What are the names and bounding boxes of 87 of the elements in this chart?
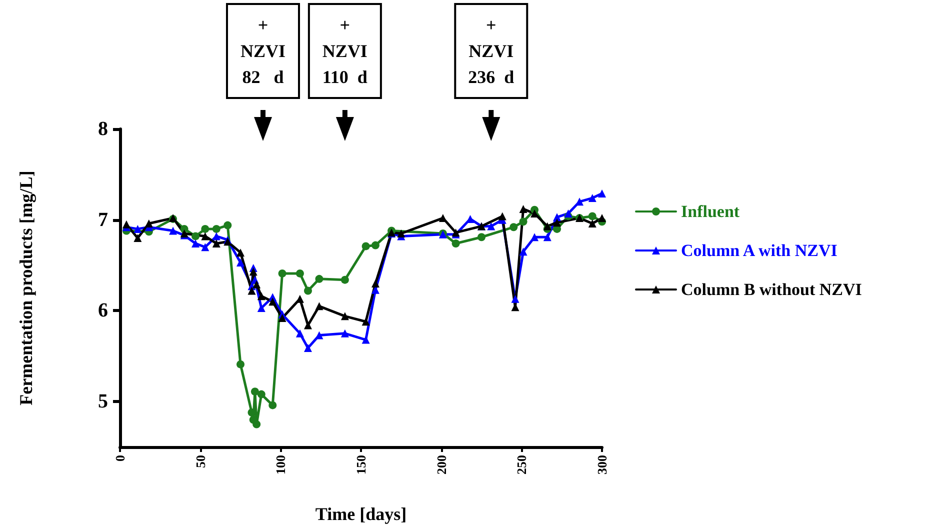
point — [134, 234, 142, 242]
point — [564, 209, 572, 218]
point — [511, 294, 520, 303]
point — [315, 331, 324, 340]
point — [192, 239, 200, 248]
point — [371, 279, 380, 288]
point — [224, 221, 232, 230]
point — [588, 212, 596, 220]
point — [236, 258, 244, 267]
point — [362, 318, 370, 326]
point — [249, 268, 258, 276]
point — [296, 329, 304, 338]
point — [212, 224, 220, 233]
annotation: + NZVI 110 d — [322, 15, 368, 87]
point — [250, 388, 259, 396]
point — [340, 276, 349, 284]
point — [598, 190, 606, 198]
point — [519, 204, 528, 213]
point — [588, 219, 596, 228]
point — [371, 241, 380, 250]
y-tick-label: 8 — [98, 118, 108, 140]
point — [296, 269, 304, 278]
point — [553, 213, 562, 222]
y-tick-label: 7 — [98, 208, 108, 231]
y-axis-title: Fermentation products [mg/L] — [16, 170, 36, 406]
point — [588, 194, 596, 202]
point — [340, 312, 349, 320]
point — [236, 360, 244, 368]
point — [248, 286, 256, 295]
point — [519, 218, 528, 226]
point — [519, 248, 528, 256]
point — [304, 321, 312, 330]
point — [543, 233, 552, 242]
point — [236, 248, 244, 257]
point — [397, 229, 406, 238]
point — [257, 292, 266, 300]
annotation: + NZVI 236 d — [468, 15, 514, 87]
y-tick-label: 6 — [98, 300, 108, 322]
point — [252, 280, 261, 288]
point — [169, 226, 178, 235]
point — [487, 222, 496, 230]
point — [478, 233, 486, 242]
x-tick-label: 300 — [594, 455, 610, 474]
point — [212, 232, 220, 240]
point — [252, 420, 261, 428]
point — [315, 274, 324, 283]
point — [598, 214, 606, 222]
legend-label: Column A with NZVI — [681, 241, 838, 260]
point — [144, 219, 153, 228]
point — [553, 218, 562, 227]
point — [304, 286, 312, 295]
x-tick-label: 250 — [514, 455, 530, 474]
legend-label: Influent — [681, 202, 740, 221]
point — [530, 233, 539, 242]
point — [278, 269, 286, 278]
point — [201, 232, 210, 240]
x-tick-label: 150 — [354, 455, 368, 474]
point — [134, 224, 142, 233]
point — [278, 314, 286, 322]
y-tick-label: 5 — [98, 390, 108, 413]
point — [201, 243, 210, 252]
x-tick-label: 100 — [273, 455, 288, 474]
point — [268, 401, 277, 410]
point — [576, 198, 584, 206]
point — [340, 329, 349, 338]
x-tick-label: 50 — [192, 455, 208, 468]
point — [362, 336, 370, 344]
point — [192, 232, 200, 240]
point — [362, 242, 370, 250]
point — [268, 298, 277, 306]
x-tick-label: 200 — [434, 455, 449, 474]
x-axis-title: Time [days] — [315, 504, 407, 524]
point — [315, 302, 324, 310]
point — [201, 224, 210, 233]
point — [498, 212, 506, 220]
point — [257, 390, 266, 398]
point — [543, 222, 552, 230]
point — [257, 304, 266, 312]
point — [438, 214, 447, 222]
point — [122, 220, 130, 228]
x-tick-label: 0 — [112, 455, 128, 462]
point — [212, 239, 220, 248]
point — [452, 239, 460, 248]
legend-label: Column B without NZVI — [681, 280, 862, 299]
annotation: + NZVI 82 d — [240, 15, 286, 87]
point — [510, 223, 518, 232]
point — [304, 344, 312, 352]
